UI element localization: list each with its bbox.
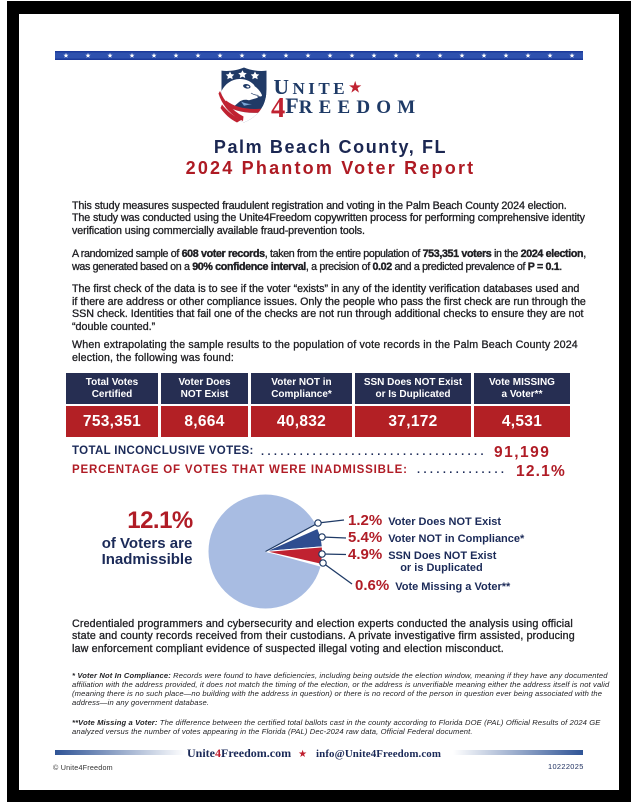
- svg-text:4FREEDOM: 4FREEDOM: [271, 93, 421, 122]
- svg-text:UNITE: UNITE: [274, 75, 349, 99]
- svg-text:★: ★: [348, 80, 362, 97]
